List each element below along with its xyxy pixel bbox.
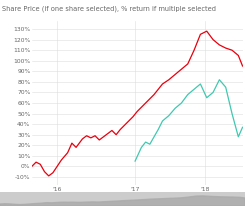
Text: Share Price (if one share selected), % return if multiple selected: Share Price (if one share selected), % r… (2, 5, 216, 12)
